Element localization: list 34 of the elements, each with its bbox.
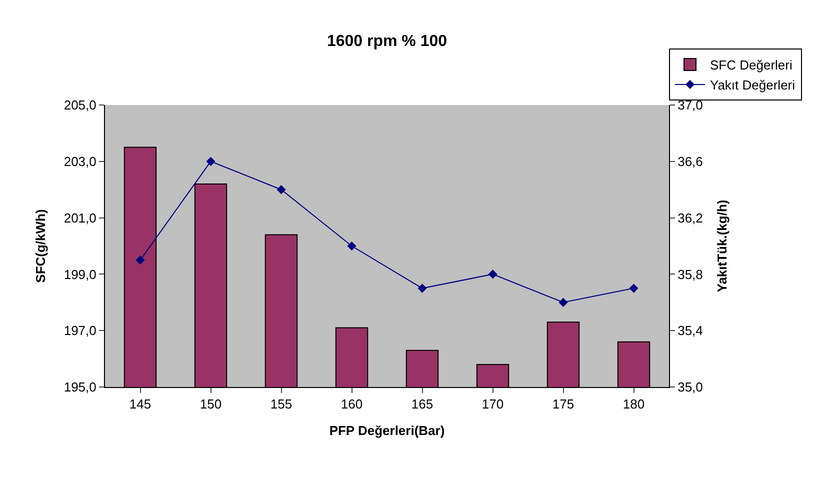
y-tick-label: 203,0 <box>64 154 96 169</box>
x-tick-label: 150 <box>200 396 222 412</box>
point <box>629 284 638 293</box>
x-axis-title: PFP Değerleri(Bar) <box>329 423 445 438</box>
x-tick-label: 180 <box>622 396 645 412</box>
y2-tick-label: 35,8 <box>678 266 703 282</box>
y2-tick-label: 36,6 <box>678 154 703 169</box>
x-tick-label: 145 <box>129 396 152 412</box>
y2-tick-label: 35,4 <box>678 323 703 338</box>
x-tick-label: 155 <box>270 396 292 412</box>
point <box>488 270 498 279</box>
y2-tick-label: 36,2 <box>678 210 703 226</box>
x-tick-label: 175 <box>552 396 574 412</box>
point <box>558 298 568 307</box>
point <box>206 156 216 166</box>
x-tick-label: 165 <box>411 396 434 412</box>
y-tick-label: 197,0 <box>64 323 96 338</box>
y-tick-label: 205,0 <box>64 98 96 113</box>
x-tick-label: 170 <box>482 396 504 412</box>
legend-label: SFC Değerleri <box>710 58 792 73</box>
point <box>136 256 145 265</box>
y2-axis-title: YakıtTük.(kg/h) <box>714 200 730 292</box>
point <box>418 284 427 293</box>
point <box>276 185 286 194</box>
y-tick-label: 195,0 <box>64 380 96 395</box>
x-tick-label: 160 <box>340 396 363 412</box>
point <box>347 241 356 251</box>
chart-title: 1600 rpm % 100 <box>326 32 448 50</box>
legend-label: Yakıt Değerleri <box>710 78 796 93</box>
y-tick-label: 199,0 <box>64 266 96 282</box>
y2-tick-label: 35,0 <box>678 380 703 395</box>
y-axis-title: SFC(g/kWh) <box>32 209 48 283</box>
y2-tick-label: 37,0 <box>678 98 703 113</box>
y-tick-label: 201,0 <box>64 210 96 226</box>
